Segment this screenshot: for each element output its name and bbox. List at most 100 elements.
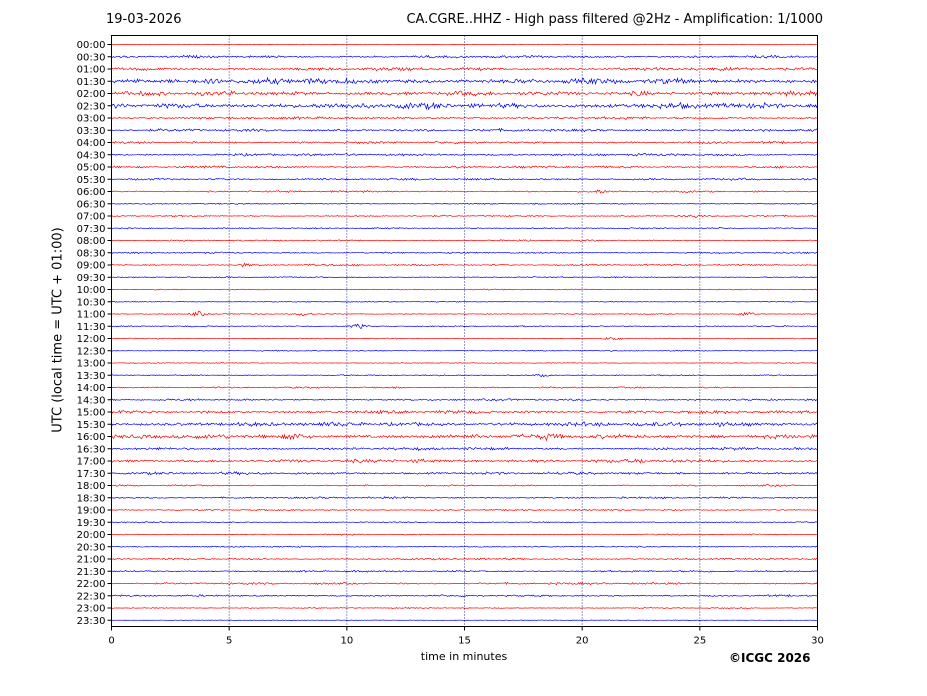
y-tick-label: 10:00 xyxy=(77,285,106,296)
y-tick-label: 16:30 xyxy=(77,444,106,455)
trace-0230 xyxy=(111,101,818,111)
y-tick-label: 21:30 xyxy=(77,567,106,578)
y-tick-label: 08:30 xyxy=(77,248,106,259)
trace-1730 xyxy=(111,471,818,476)
copyright-label: ©ICGC 2026 xyxy=(729,651,811,665)
y-tick-label: 13:00 xyxy=(77,359,106,370)
y-tick-label: 03:30 xyxy=(77,126,106,137)
trace-0200 xyxy=(111,89,818,98)
y-tick-label: 20:30 xyxy=(77,542,106,553)
y-tick-label: 12:00 xyxy=(77,334,106,345)
y-tick-label: 15:30 xyxy=(77,420,106,431)
trace-1700 xyxy=(111,458,818,464)
trace-2000 xyxy=(111,533,818,536)
trace-1900 xyxy=(111,508,818,512)
date-label: 19-03-2026 xyxy=(106,12,182,27)
trace-0630 xyxy=(111,202,818,205)
x-tick-label: 5 xyxy=(226,636,232,647)
trace-2230 xyxy=(111,594,818,598)
trace-1200 xyxy=(111,336,818,340)
y-tick-label: 23:00 xyxy=(77,604,106,615)
trace-2300 xyxy=(111,607,818,610)
trace-2130 xyxy=(111,569,818,573)
y-tick-label: 04:00 xyxy=(77,138,106,149)
y-tick-label: 17:30 xyxy=(77,469,106,480)
y-tick-label: 01:30 xyxy=(77,77,106,88)
y-tick-label: 02:30 xyxy=(77,101,106,112)
chart-title: CA.CGRE..HHZ - High pass filtered @2Hz -… xyxy=(406,12,823,27)
y-tick-label: 22:00 xyxy=(77,579,106,590)
trace-1630 xyxy=(111,446,818,452)
y-tick-label: 14:30 xyxy=(77,395,106,406)
trace-2330 xyxy=(111,619,818,621)
y-tick-label: 19:00 xyxy=(77,506,106,517)
y-tick-label: 10:30 xyxy=(77,297,106,308)
y-tick-label: 22:30 xyxy=(77,591,106,602)
y-tick-label: 23:30 xyxy=(77,616,106,627)
x-tick-label: 10 xyxy=(340,636,353,647)
trace-0000 xyxy=(111,43,818,46)
y-tick-label: 15:00 xyxy=(77,408,106,419)
y-tick-label: 11:00 xyxy=(77,310,106,321)
trace-0100 xyxy=(111,66,818,72)
y-tick-label: 09:00 xyxy=(77,261,106,272)
y-tick-label: 11:30 xyxy=(77,322,106,333)
trace-1830 xyxy=(111,496,818,500)
trace-1530 xyxy=(111,421,818,428)
y-tick-label: 05:30 xyxy=(77,175,106,186)
trace-0830 xyxy=(111,251,818,255)
y-tick-label: 20:00 xyxy=(77,530,106,541)
y-tick-label: 19:30 xyxy=(77,518,106,529)
trace-1000 xyxy=(111,288,818,291)
x-tick-label: 15 xyxy=(458,636,471,647)
trace-2100 xyxy=(111,557,818,561)
x-tick-label: 30 xyxy=(811,636,824,647)
trace-0730 xyxy=(111,227,818,230)
trace-1230 xyxy=(111,349,818,352)
y-tick-label: 01:00 xyxy=(77,65,106,76)
trace-1400 xyxy=(111,386,818,389)
trace-0600 xyxy=(111,189,818,194)
trace-0930 xyxy=(111,276,818,279)
trace-1600 xyxy=(111,433,818,442)
y-tick-label: 07:30 xyxy=(77,224,106,235)
y-tick-label: 21:00 xyxy=(77,555,106,566)
y-tick-label: 02:00 xyxy=(77,89,106,100)
y-tick-label: 09:30 xyxy=(77,273,106,284)
trace-1330 xyxy=(111,373,818,378)
x-tick-label: 0 xyxy=(108,636,114,647)
trace-0430 xyxy=(111,152,818,157)
x-tick-label: 25 xyxy=(693,636,706,647)
trace-1930 xyxy=(111,521,818,524)
trace-1100 xyxy=(111,310,818,317)
y-tick-label: 04:30 xyxy=(77,150,106,161)
y-tick-label: 03:00 xyxy=(77,114,106,125)
y-tick-label: 17:00 xyxy=(77,457,106,468)
y-tick-label: 05:00 xyxy=(77,163,106,174)
trace-0700 xyxy=(111,214,818,218)
x-tick-label: 20 xyxy=(576,636,589,647)
y-tick-label: 06:30 xyxy=(77,199,106,210)
y-tick-label: 16:00 xyxy=(77,432,106,443)
y-tick-label: 06:00 xyxy=(77,187,106,198)
trace-2030 xyxy=(111,545,818,548)
plot-frame xyxy=(111,35,818,627)
trace-0400 xyxy=(111,140,818,145)
traces xyxy=(111,43,818,621)
y-tick-label: 00:30 xyxy=(77,52,106,63)
y-tick-label: 18:30 xyxy=(77,493,106,504)
trace-0530 xyxy=(111,177,818,182)
trace-0900 xyxy=(111,262,818,268)
y-tick-label: 18:00 xyxy=(77,481,106,492)
y-tick-label: 00:00 xyxy=(77,40,106,51)
x-axis-label: time in minutes xyxy=(420,650,508,663)
trace-0800 xyxy=(111,239,818,242)
trace-1430 xyxy=(111,398,818,402)
trace-1300 xyxy=(111,362,818,364)
y-tick-label: 07:00 xyxy=(77,212,106,223)
y-tick-label: 14:00 xyxy=(77,383,106,394)
trace-1500 xyxy=(111,409,818,415)
trace-1030 xyxy=(111,300,818,303)
trace-0130 xyxy=(111,76,818,86)
